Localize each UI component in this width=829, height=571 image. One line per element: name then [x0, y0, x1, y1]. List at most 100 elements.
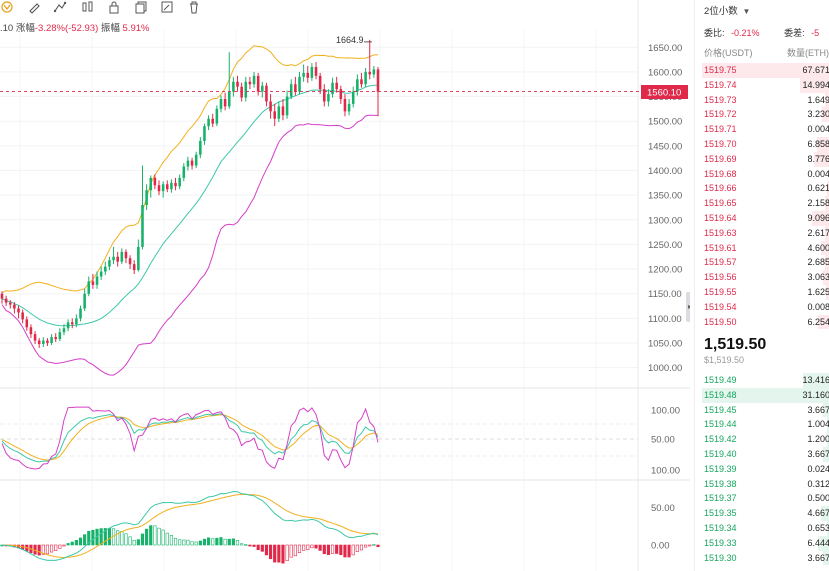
macd-histogram-bar [103, 528, 107, 546]
magnet-icon[interactable] [0, 0, 14, 14]
order-quantity: 3.667 [807, 552, 829, 563]
kdj-k-line [1, 413, 379, 463]
price-tick-label: 1500.00 [648, 117, 682, 128]
ratio-label: 委比: [704, 28, 725, 38]
copy-icon[interactable] [134, 0, 148, 14]
ask-row[interactable]: 1519.56 3.063 [695, 270, 829, 285]
ask-row[interactable]: 1519.55 1.625 [695, 285, 829, 300]
price-tick-label: 1300.00 [648, 215, 682, 226]
macd-histogram-bar [368, 544, 372, 547]
ask-row[interactable]: 1519.64 9.096 [695, 211, 829, 226]
ask-row[interactable]: 1519.72 3.230 [695, 107, 829, 123]
price-tick-label: 1600.00 [648, 67, 682, 78]
ask-row[interactable]: 1519.66 0.621 [695, 181, 829, 197]
ask-row[interactable]: 1519.50 6.254 [695, 314, 829, 330]
bid-row[interactable]: 1519.34 0.653 [695, 521, 829, 536]
macd-histogram-bar [186, 539, 190, 546]
candle-body [149, 177, 153, 191]
candle-body [157, 185, 161, 192]
trash-icon[interactable] [187, 0, 201, 14]
chart-panel[interactable]: .10 涨幅-3.28%(-52.93) 振幅 5.91% 100.00 50.0… [0, 0, 690, 571]
ask-row[interactable]: 1519.54 0.008 [695, 299, 829, 315]
ask-row[interactable]: 1519.57 2.685 [695, 255, 829, 271]
candle-body [351, 91, 355, 104]
change-value: -3.28%(-52.93) [34, 23, 99, 34]
lock-icon[interactable] [107, 0, 121, 14]
candle-body [277, 106, 281, 119]
macd-histogram-bar [335, 544, 339, 554]
candle-body [356, 79, 359, 92]
kline-chart[interactable]: 100.00 50.00 100.00 50.00 0.00 1650.00 1600.… [0, 0, 690, 571]
bid-row[interactable]: 1519.44 1.004 [695, 417, 829, 433]
depth-bar [824, 92, 829, 108]
path-icon[interactable] [53, 0, 67, 14]
precision-value: 2位小数 [704, 6, 738, 17]
candle-body [227, 91, 231, 107]
candle-body [29, 327, 33, 335]
bid-row[interactable]: 1519.35 4.667 [695, 506, 829, 521]
order-quantity: 0.653 [807, 523, 829, 533]
price-tick-label: 1050.00 [648, 339, 682, 350]
ask-row[interactable]: 1519.69 8.776 [695, 151, 829, 167]
macd-histogram-bar [240, 543, 244, 546]
macd-tick-label: 50.00 [651, 503, 675, 514]
order-price: 1519.48 [704, 389, 737, 400]
candle-body [75, 318, 78, 325]
order-price: 1519.40 [704, 449, 737, 459]
edit-icon[interactable] [160, 0, 174, 14]
bid-row[interactable]: 1519.38 0.312 [695, 476, 829, 492]
macd-histogram-bar [310, 544, 314, 549]
macd-histogram-bar [62, 544, 66, 547]
candle-body [0, 293, 4, 299]
bid-row[interactable]: 1519.42 1.200 [695, 432, 829, 447]
candle-body [182, 166, 186, 178]
order-quantity: 6.444 [807, 537, 829, 548]
candle-body [99, 271, 103, 277]
bid-row[interactable]: 1519.30 3.667 [695, 550, 829, 566]
ask-row[interactable]: 1519.65 2.158 [695, 196, 829, 211]
bid-row[interactable]: 1519.39 0.024 [695, 461, 829, 477]
order-quantity: 2.685 [807, 257, 829, 268]
ask-row[interactable]: 1519.75 67.671 [695, 63, 829, 78]
bid-row[interactable]: 1519.33 6.444 [695, 535, 829, 551]
ask-row[interactable]: 1519.68 0.004 [695, 166, 829, 182]
pencil-icon[interactable] [27, 0, 41, 14]
candle-body [124, 251, 128, 259]
candle-body [190, 160, 194, 166]
bid-row[interactable]: 1519.49 13.416 [695, 373, 829, 388]
collapse-panel-handle[interactable]: ▸ [686, 292, 690, 322]
candle-body [269, 101, 272, 112]
ask-row[interactable]: 1519.63 2.617 [695, 225, 829, 241]
ask-row[interactable]: 1519.71 0.004 [695, 122, 829, 137]
candle-body [347, 103, 351, 112]
precision-select[interactable]: 2位小数 ▼ [704, 3, 750, 17]
macd-histogram-bar [70, 541, 74, 546]
macd-dif-line [1, 490, 379, 561]
ask-row[interactable]: 1519.70 6.858 [695, 137, 829, 152]
ask-row[interactable]: 1519.73 1.649 [695, 92, 829, 108]
candle-body [372, 69, 376, 75]
candles-icon[interactable] [81, 0, 95, 14]
macd-histogram-bar [273, 544, 277, 563]
order-price: 1519.38 [704, 478, 737, 489]
candle-body [273, 111, 276, 119]
candle-body [203, 126, 206, 141]
candle-body [335, 82, 338, 90]
drawing-toolbar [0, 0, 690, 16]
candle-body [8, 302, 12, 305]
bid-row[interactable]: 1519.45 3.667 [695, 402, 829, 418]
macd-histogram-bar [74, 540, 78, 546]
ask-row[interactable]: 1519.61 4.600 [695, 240, 829, 256]
bid-row[interactable]: 1519.37 0.500 [695, 491, 829, 507]
ask-row[interactable]: 1519.74 14.994 [695, 77, 829, 93]
macd-histogram-bar [190, 541, 194, 546]
bid-row[interactable]: 1519.48 31.160 [695, 387, 829, 403]
macd-histogram-bar [223, 538, 227, 546]
candle-body [252, 75, 256, 85]
candle-body [62, 328, 66, 333]
bid-row[interactable]: 1519.40 3.667 [695, 447, 829, 462]
macd-histogram-bar [136, 539, 140, 546]
order-quantity: 6.254 [807, 316, 829, 327]
change-label: 涨幅 [15, 23, 35, 34]
candle-body [46, 340, 49, 344]
